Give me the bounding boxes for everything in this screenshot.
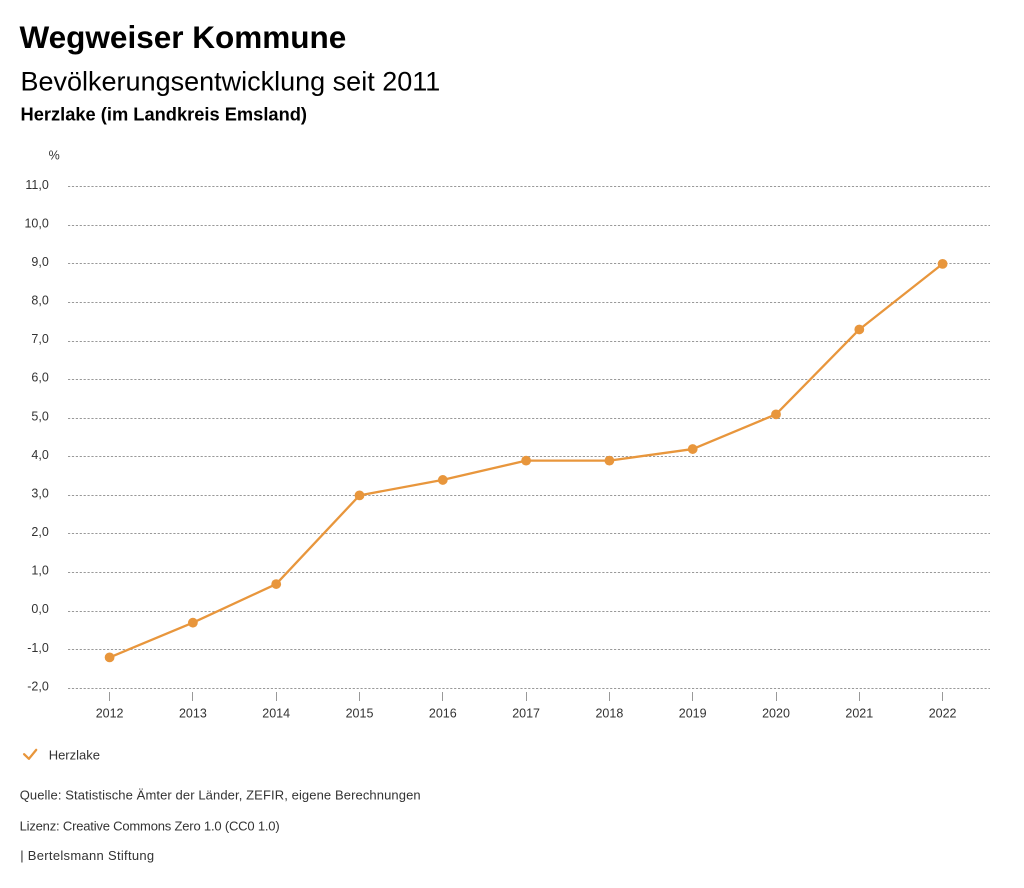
svg-text:Bevölkerungsentwicklung seit 2: Bevölkerungsentwicklung seit 2011 — [21, 67, 441, 97]
svg-text:8,0: 8,0 — [31, 294, 48, 308]
svg-text:0,0: 0,0 — [31, 602, 48, 616]
svg-text:Quelle: Statistische Ämter der: Quelle: Statistische Ämter der Länder, Z… — [20, 788, 421, 803]
svg-text:Herzlake: Herzlake — [49, 747, 100, 762]
svg-text:| Bertelsmann Stiftung: | Bertelsmann Stiftung — [20, 848, 154, 863]
svg-text:2016: 2016 — [429, 707, 457, 721]
svg-text:7,0: 7,0 — [31, 332, 48, 346]
svg-text:2022: 2022 — [929, 707, 957, 721]
svg-text:Lizenz: Creative Commons Zero: Lizenz: Creative Commons Zero 1.0 (CC0 1… — [20, 818, 280, 833]
svg-text:11,0: 11,0 — [25, 178, 48, 192]
svg-text:2,0: 2,0 — [31, 525, 48, 539]
svg-text:1,0: 1,0 — [31, 564, 48, 578]
svg-text:2018: 2018 — [595, 707, 623, 721]
svg-text:-2,0: -2,0 — [27, 679, 49, 693]
svg-text:%: % — [49, 149, 60, 163]
svg-text:Wegweiser Kommune: Wegweiser Kommune — [20, 19, 347, 55]
svg-text:6,0: 6,0 — [31, 371, 48, 385]
svg-text:2017: 2017 — [512, 707, 540, 721]
svg-text:9,0: 9,0 — [31, 255, 48, 269]
svg-text:10,0: 10,0 — [24, 216, 48, 230]
svg-text:2015: 2015 — [346, 707, 374, 721]
svg-text:5,0: 5,0 — [31, 409, 48, 423]
svg-text:2021: 2021 — [845, 707, 873, 721]
svg-text:3,0: 3,0 — [31, 486, 48, 500]
svg-text:2014: 2014 — [262, 707, 290, 721]
svg-text:Herzlake (im Landkreis Emsland: Herzlake (im Landkreis Emsland) — [21, 103, 308, 124]
svg-text:2013: 2013 — [179, 707, 207, 721]
svg-text:2020: 2020 — [762, 707, 790, 721]
svg-text:2019: 2019 — [679, 707, 707, 721]
svg-text:2012: 2012 — [96, 707, 124, 721]
svg-text:-1,0: -1,0 — [27, 641, 49, 655]
svg-text:4,0: 4,0 — [31, 448, 48, 462]
